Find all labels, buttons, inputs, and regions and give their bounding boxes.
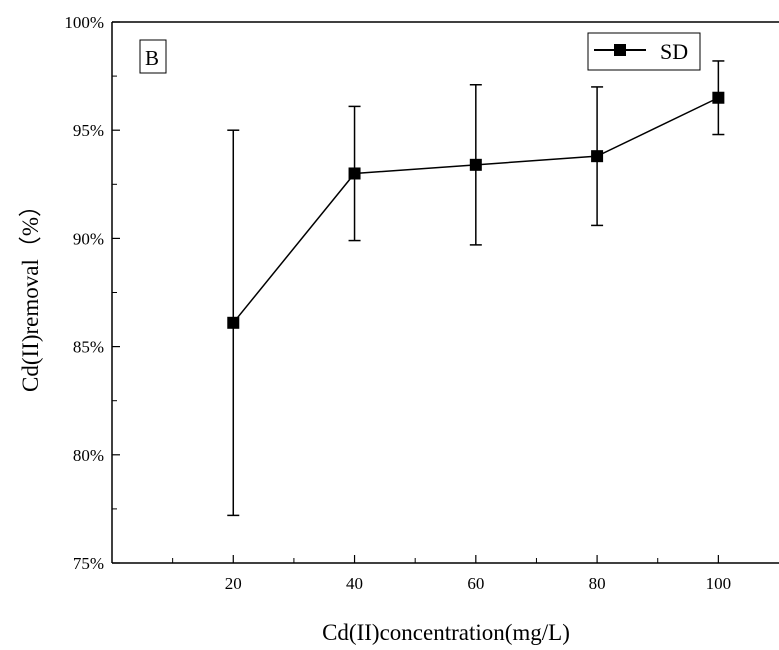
y-tick-label: 90% bbox=[73, 229, 104, 248]
x-tick-label: 80 bbox=[589, 574, 606, 593]
data-point bbox=[469, 158, 482, 171]
data-point bbox=[591, 150, 604, 163]
data-point bbox=[348, 167, 361, 180]
legend-marker bbox=[614, 44, 626, 56]
y-tick-label: 95% bbox=[73, 121, 104, 140]
x-tick-label: 100 bbox=[706, 574, 732, 593]
series-group bbox=[227, 60, 725, 517]
panel-label: B bbox=[145, 46, 159, 70]
legend-label: SD bbox=[660, 39, 688, 64]
plot-frame-group bbox=[111, 21, 779, 564]
data-point bbox=[227, 316, 240, 329]
y-axis-title: Cd(II)removal（%） bbox=[18, 194, 43, 392]
legend: SD bbox=[587, 32, 701, 71]
ticks-group: 75% 80% 85% 90% 95% 100% 20 40 60 80 100 bbox=[64, 13, 731, 593]
legend-box bbox=[587, 32, 701, 71]
panel-label-box bbox=[139, 39, 167, 74]
y-tick-label: 100% bbox=[64, 13, 104, 32]
data-point bbox=[712, 91, 725, 104]
x-tick-label: 40 bbox=[346, 574, 363, 593]
y-tick-label: 85% bbox=[73, 338, 104, 357]
y-tick-label: 75% bbox=[73, 554, 104, 573]
x-axis-title: Cd(II)concentration(mg/L) bbox=[322, 620, 570, 645]
x-tick-label: 20 bbox=[225, 574, 242, 593]
x-tick-label: 60 bbox=[467, 574, 484, 593]
y-tick-label: 80% bbox=[73, 446, 104, 465]
